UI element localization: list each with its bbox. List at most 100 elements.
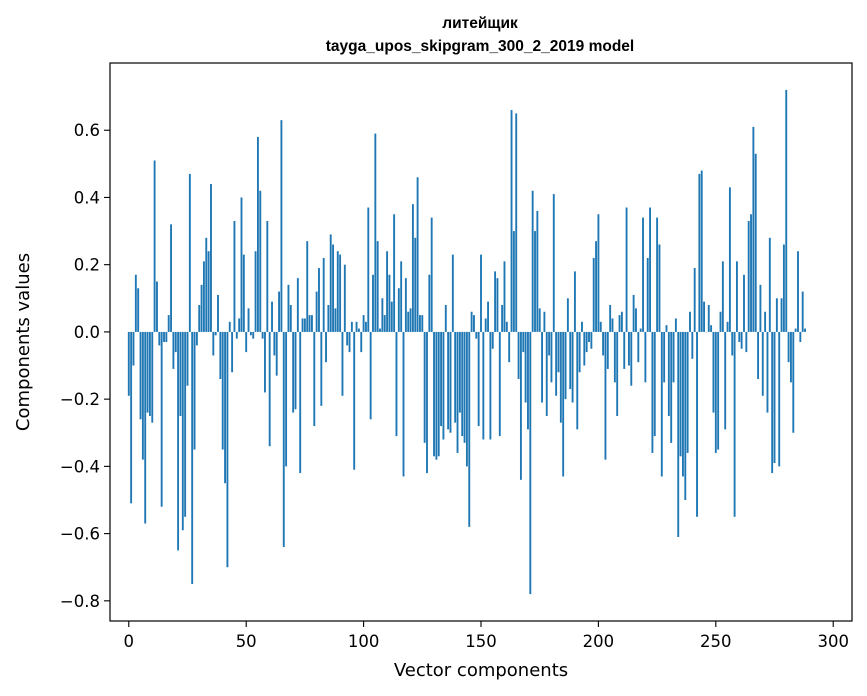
bar <box>489 331 492 440</box>
bar <box>343 264 346 332</box>
bar <box>527 331 529 430</box>
bar <box>801 291 804 332</box>
bar <box>158 331 161 346</box>
bar <box>369 331 372 420</box>
bar <box>468 331 471 527</box>
bar <box>463 331 466 443</box>
bar <box>653 331 656 437</box>
bar <box>296 278 299 332</box>
bar <box>153 160 156 332</box>
bar <box>616 331 619 416</box>
bar <box>590 331 593 349</box>
bar <box>679 331 682 457</box>
bar <box>470 311 473 332</box>
bar <box>698 173 701 332</box>
bar <box>339 254 342 332</box>
bar <box>191 331 194 585</box>
bar <box>639 328 642 332</box>
x-tick-label: 150 <box>465 632 497 651</box>
bar <box>437 331 440 457</box>
bar <box>604 331 607 460</box>
bar <box>261 331 264 339</box>
bar <box>268 331 271 447</box>
bar <box>449 331 452 433</box>
bar <box>534 231 536 332</box>
bar <box>247 308 250 332</box>
bar <box>754 153 757 332</box>
bar <box>670 331 673 443</box>
bar <box>491 331 494 349</box>
bar <box>613 331 616 383</box>
bar <box>313 331 316 427</box>
bar <box>529 331 532 595</box>
bar <box>496 278 499 332</box>
y-tick-label: −0.8 <box>60 592 100 611</box>
bar <box>611 318 614 332</box>
bar <box>745 331 748 353</box>
bar <box>581 321 583 332</box>
bar <box>193 331 196 450</box>
bar <box>566 298 569 332</box>
bar <box>148 331 151 416</box>
bar <box>757 331 760 379</box>
bar <box>332 244 335 332</box>
bar <box>419 315 421 332</box>
bar <box>717 331 720 450</box>
bar <box>195 331 198 346</box>
bar <box>597 214 600 332</box>
bar <box>733 331 736 517</box>
bar <box>804 328 806 332</box>
bar <box>750 214 752 332</box>
bar <box>374 133 377 332</box>
bar <box>301 318 304 332</box>
bar <box>543 311 546 332</box>
bar <box>188 173 191 332</box>
bar <box>759 284 762 332</box>
bar <box>660 331 663 477</box>
bar <box>184 331 187 517</box>
bar <box>170 224 172 332</box>
bar <box>545 331 548 416</box>
bar <box>726 321 729 332</box>
bar <box>484 318 487 332</box>
bar <box>752 126 755 332</box>
bar <box>130 331 133 504</box>
bar <box>141 331 144 460</box>
bar <box>609 305 612 332</box>
bar <box>235 331 238 339</box>
bar <box>329 234 332 332</box>
plot-frame <box>109 62 853 622</box>
bar <box>557 331 560 373</box>
bar <box>320 331 323 406</box>
bar <box>761 331 764 396</box>
bar <box>538 308 541 332</box>
bar <box>531 190 534 332</box>
bar <box>693 268 696 332</box>
bar <box>167 315 170 332</box>
bar <box>303 318 306 332</box>
bar <box>635 308 637 332</box>
bar <box>273 331 276 356</box>
bar <box>578 331 581 373</box>
bar <box>524 331 527 403</box>
bar <box>740 331 743 349</box>
bar <box>458 331 461 413</box>
bar <box>306 241 309 332</box>
bar <box>325 331 327 363</box>
bar <box>219 331 222 379</box>
bar <box>264 331 266 393</box>
bar <box>461 331 464 437</box>
bar <box>562 331 565 477</box>
bar <box>292 331 295 413</box>
bar <box>642 217 644 332</box>
bar <box>651 331 654 453</box>
bar <box>625 207 628 332</box>
bar <box>515 113 518 332</box>
bar <box>289 305 292 332</box>
bar <box>703 301 706 332</box>
bar <box>163 331 165 342</box>
bar <box>494 271 497 332</box>
bar <box>454 331 457 423</box>
bar <box>768 237 771 332</box>
